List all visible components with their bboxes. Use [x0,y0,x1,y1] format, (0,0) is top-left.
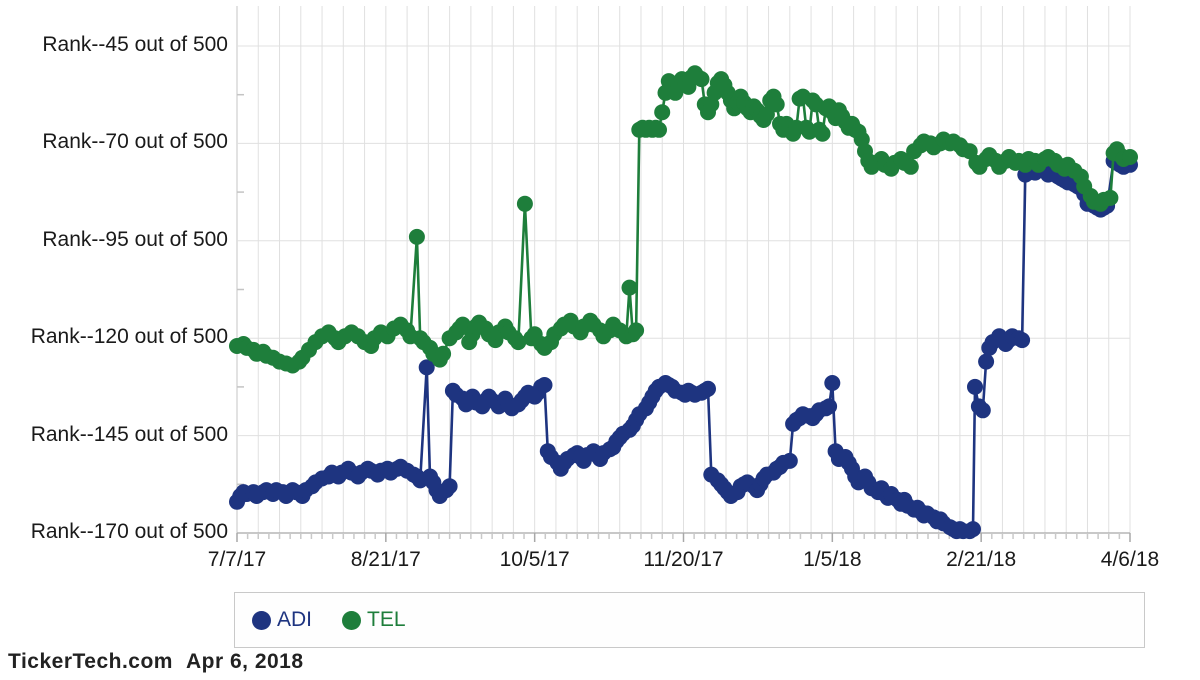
legend-item-adi: ADI [252,608,312,632]
y-axis-label: Rank--170 out of 500 [30,520,228,543]
chart-footer: TickerTech.com Apr 6, 2018 [8,650,304,674]
y-axis-label: Rank--120 out of 500 [30,325,228,349]
x-axis-label: 1/5/18 [803,548,862,571]
legend-label: TEL [367,608,406,631]
adi-series-marker-icon [252,610,271,630]
chart-date: Apr 6, 2018 [185,650,304,673]
legend-item-tel: TEL [342,608,406,632]
y-axis-label: Rank--70 out of 500 [42,130,228,154]
tel-series-marker-icon [342,610,362,630]
y-axis-label: Rank--145 out of 500 [30,422,228,446]
y-axis-label: Rank--45 out of 500 [42,33,228,56]
legend: ADI TEL [234,592,1145,648]
x-axis-label: 7/7/17 [207,548,267,571]
x-axis-label: 4/6/18 [1100,548,1160,571]
x-axis-label: 8/21/17 [350,548,421,571]
x-axis-label: 11/20/17 [643,548,724,571]
legend-label: ADI [277,608,313,631]
source-credit: TickerTech.com [8,650,173,673]
y-axis-label: Rank--95 out of 500 [42,227,228,251]
x-axis-label: 2/21/18 [946,548,1017,571]
x-axis-label: 10/5/17 [499,548,570,571]
